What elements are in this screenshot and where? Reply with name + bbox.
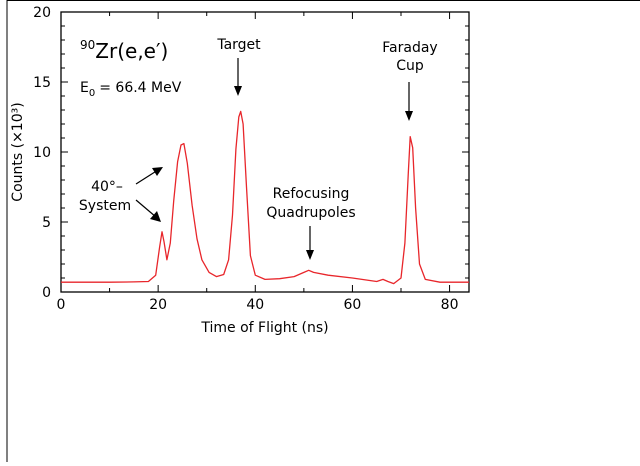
refocus-label-line1: Refocusing [273,186,350,202]
x-tick-label: 20 [149,297,167,313]
y-tick-label: 15 [33,75,51,91]
faraday-label-line1: Faraday [382,40,437,56]
system-arrow-upper-head [152,167,163,176]
x-tick-label: 40 [246,297,264,313]
x-axis-label: Time of Flight (ns) [200,320,328,336]
system-arrow-lower-head [150,211,161,222]
x-tick-label: 0 [57,297,66,313]
reaction-mass-number: 90 [80,38,95,52]
system-label-line2: System [79,198,131,214]
series-line [61,110,469,285]
axis-tick-labels: 0 20 40 60 80 0 5 10 15 20 [33,5,458,313]
refocus-label-line2: Quadrupoles [266,205,355,221]
energy-subscript: 0 [89,88,95,99]
faraday-label-line2: Cup [396,58,424,74]
beam-energy-label: E0 = 66.4 MeV [80,80,182,99]
y-tick-label: 0 [42,285,51,301]
target-arrow-head [234,86,242,96]
axis-ticks [60,11,469,293]
system-arrow-upper-shaft [135,169,159,185]
faraday-arrow-head [405,111,413,121]
x-tick-label: 60 [344,297,362,313]
system-label-line1: 40°– [91,179,123,195]
energy-value: = 66.4 MeV [99,80,181,96]
x-tick-label: 80 [441,297,459,313]
y-tick-label: 20 [33,5,51,21]
y-axis-label: Counts (×10³) [10,102,26,201]
y-tick-label: 10 [33,145,51,161]
y-tick-label: 5 [42,215,51,231]
energy-symbol: E [80,80,89,96]
refocus-arrow-head [306,250,314,260]
target-label: Target [216,37,261,53]
reaction-formula: Zr(e,e′) [95,39,168,63]
reaction-label: 90Zr(e,e′) [80,38,168,63]
system-arrow-lower-shaft [135,199,157,218]
